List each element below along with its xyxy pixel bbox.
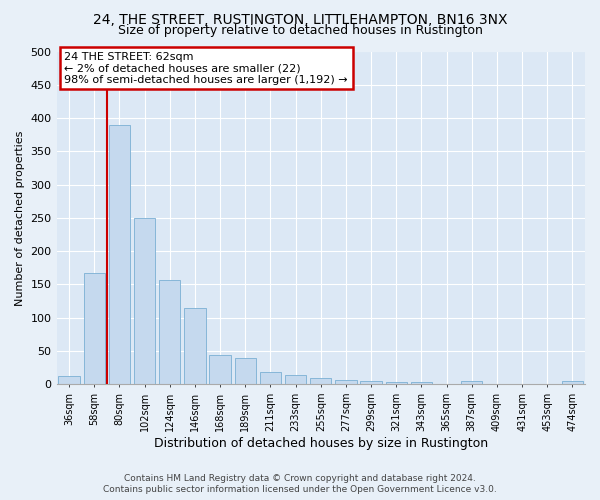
Bar [159,280,181,384]
Bar [562,381,583,384]
Text: 24 THE STREET: 62sqm
← 2% of detached houses are smaller (22)
98% of semi-detach: 24 THE STREET: 62sqm ← 2% of detached ho… [64,52,348,84]
Bar [184,308,206,384]
Bar [260,372,281,384]
Bar [109,124,130,384]
Bar [461,381,482,384]
Bar [386,382,407,384]
Bar [285,375,307,384]
Bar [361,381,382,384]
Bar [58,376,80,384]
Text: Size of property relative to detached houses in Rustington: Size of property relative to detached ho… [118,24,482,37]
Bar [411,382,432,384]
Bar [134,218,155,384]
Y-axis label: Number of detached properties: Number of detached properties [15,130,25,306]
Text: 24, THE STREET, RUSTINGTON, LITTLEHAMPTON, BN16 3NX: 24, THE STREET, RUSTINGTON, LITTLEHAMPTO… [93,12,507,26]
Bar [235,358,256,384]
Text: Contains HM Land Registry data © Crown copyright and database right 2024.
Contai: Contains HM Land Registry data © Crown c… [103,474,497,494]
X-axis label: Distribution of detached houses by size in Rustington: Distribution of detached houses by size … [154,437,488,450]
Bar [310,378,331,384]
Bar [209,355,231,384]
Bar [83,273,105,384]
Bar [335,380,356,384]
